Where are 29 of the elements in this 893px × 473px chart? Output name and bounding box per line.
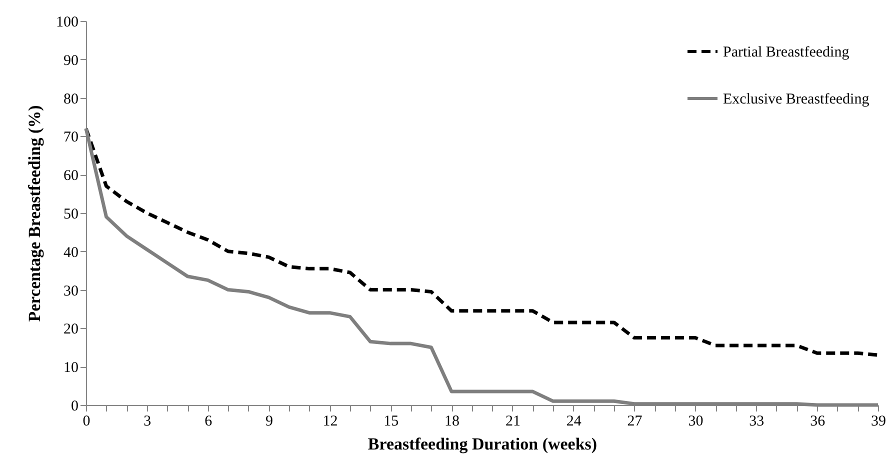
x-tick-label: 27 <box>627 414 643 430</box>
x-tick-label: 36 <box>810 414 826 430</box>
y-tick-label: 50 <box>64 206 78 222</box>
x-tick-label: 15 <box>384 414 399 430</box>
y-tick-label: 60 <box>64 168 78 184</box>
y-tick-label: 100 <box>56 14 78 30</box>
x-tick-label: 18 <box>444 414 460 430</box>
x-tick-label: 0 <box>82 414 90 430</box>
x-tick-label: 39 <box>871 414 886 430</box>
x-tick-label: 12 <box>322 414 338 430</box>
y-tick-label: 30 <box>64 283 78 300</box>
y-tick-label: 40 <box>64 244 78 261</box>
y-tick-label: 80 <box>64 91 78 108</box>
x-tick-label: 33 <box>749 414 764 430</box>
x-tick-label: 3 <box>144 414 152 430</box>
x-tick-label: 9 <box>266 414 274 430</box>
y-axis-title: Percentage Breastfeeding (%) <box>25 105 44 322</box>
x-tick-label: 30 <box>688 414 704 430</box>
x-tick-label: 24 <box>566 414 582 430</box>
y-tick-label: 90 <box>64 52 78 69</box>
legend-label: Exclusive Breastfeeding <box>723 92 870 108</box>
x-tick-label: 6 <box>204 414 213 430</box>
x-tick-label: 21 <box>505 414 520 430</box>
y-tick-label: 20 <box>64 322 78 338</box>
y-tick-label: 10 <box>64 360 78 376</box>
y-tick-label: 70 <box>64 130 78 146</box>
y-tick-label: 0 <box>71 398 78 414</box>
legend-label: Partial Breastfeeding <box>723 44 850 60</box>
x-axis-title: Breastfeeding Duration (weeks) <box>368 434 598 454</box>
